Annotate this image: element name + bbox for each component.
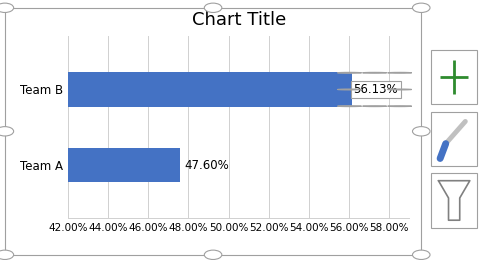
Text: 56.13%: 56.13% xyxy=(354,83,398,96)
Circle shape xyxy=(388,72,412,73)
Circle shape xyxy=(337,89,361,90)
Circle shape xyxy=(337,72,361,73)
Bar xyxy=(68,148,181,182)
Circle shape xyxy=(362,106,387,107)
Circle shape xyxy=(362,72,387,73)
Bar xyxy=(68,73,352,107)
Title: Chart Title: Chart Title xyxy=(191,11,286,29)
Circle shape xyxy=(388,106,412,107)
Text: 47.60%: 47.60% xyxy=(185,159,229,172)
Circle shape xyxy=(388,89,412,90)
Circle shape xyxy=(337,106,361,107)
